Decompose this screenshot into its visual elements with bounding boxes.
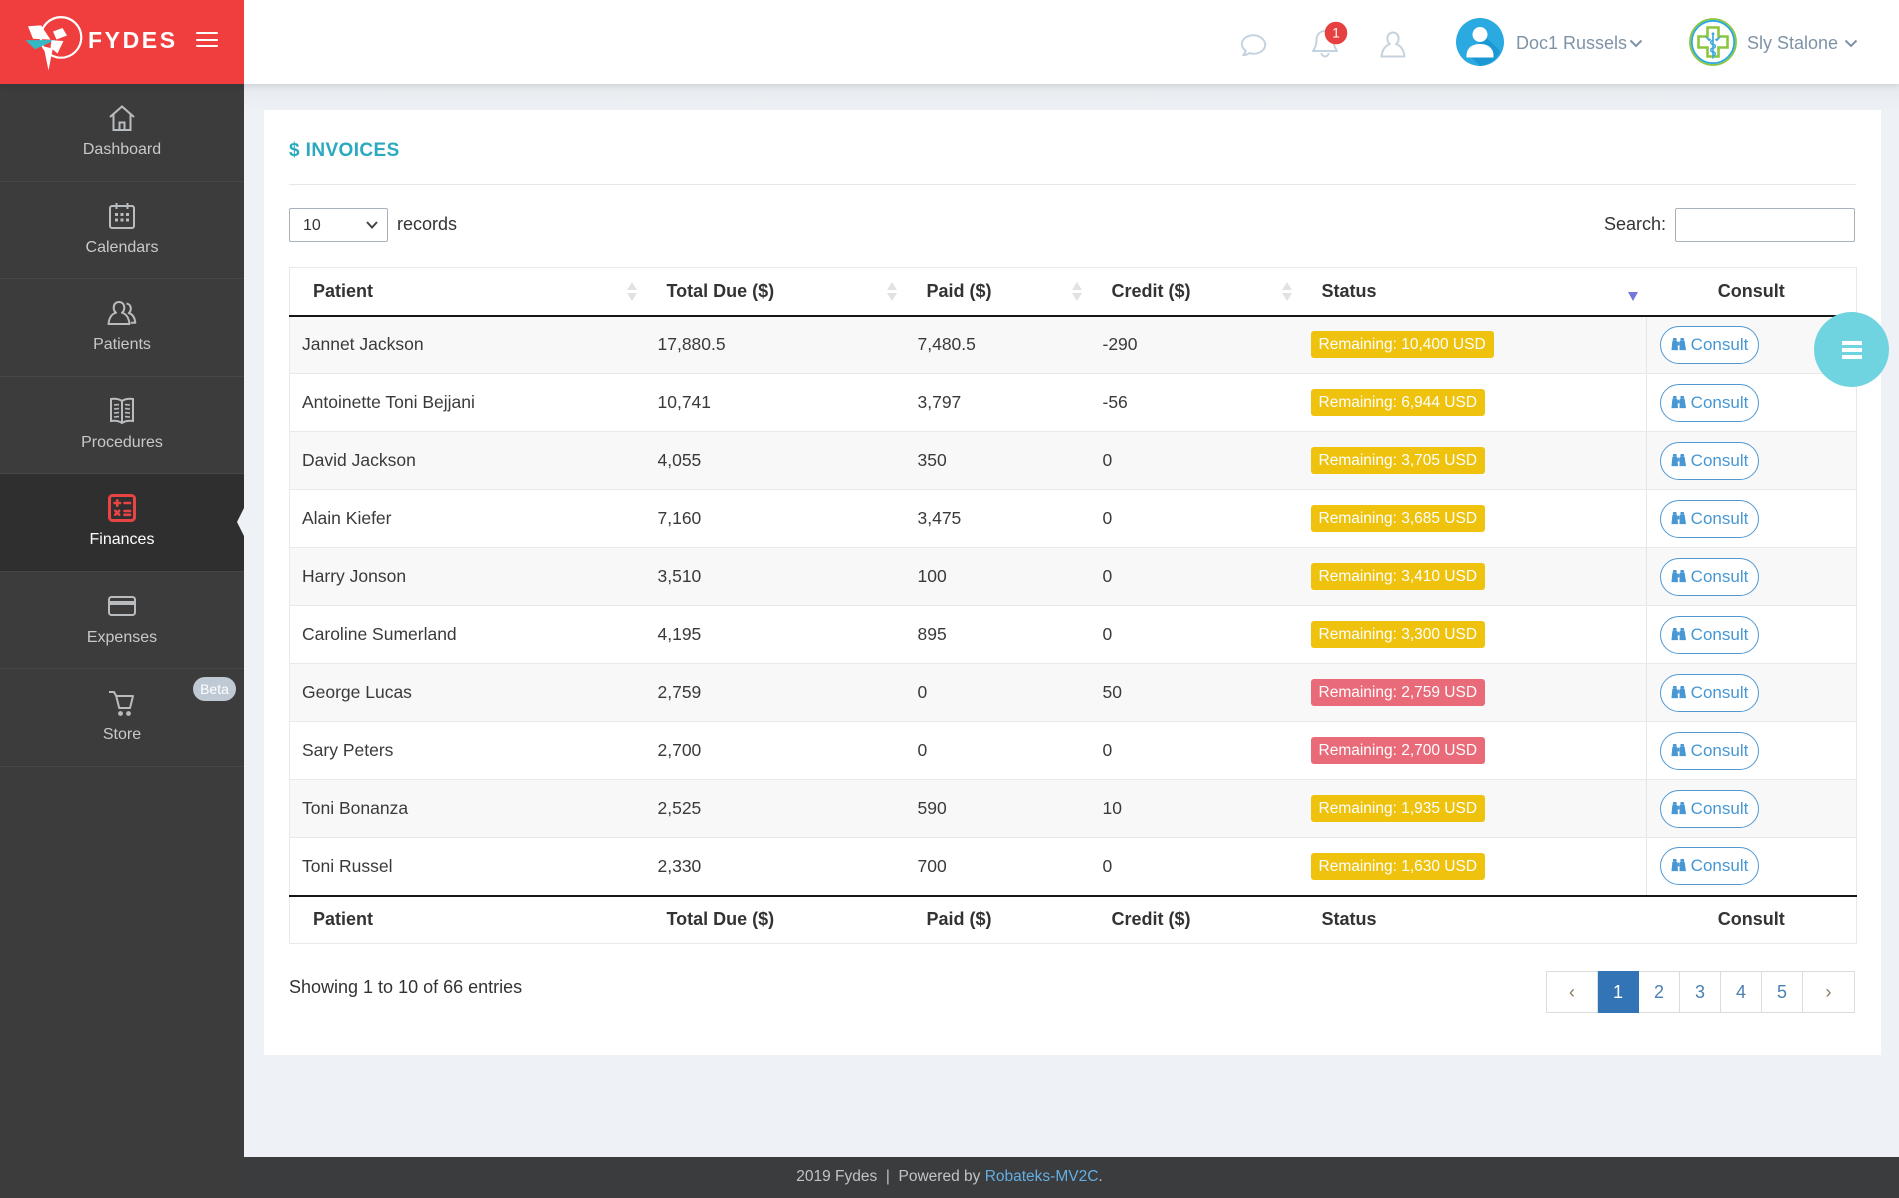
svg-text:1: 1 bbox=[1332, 26, 1340, 41]
